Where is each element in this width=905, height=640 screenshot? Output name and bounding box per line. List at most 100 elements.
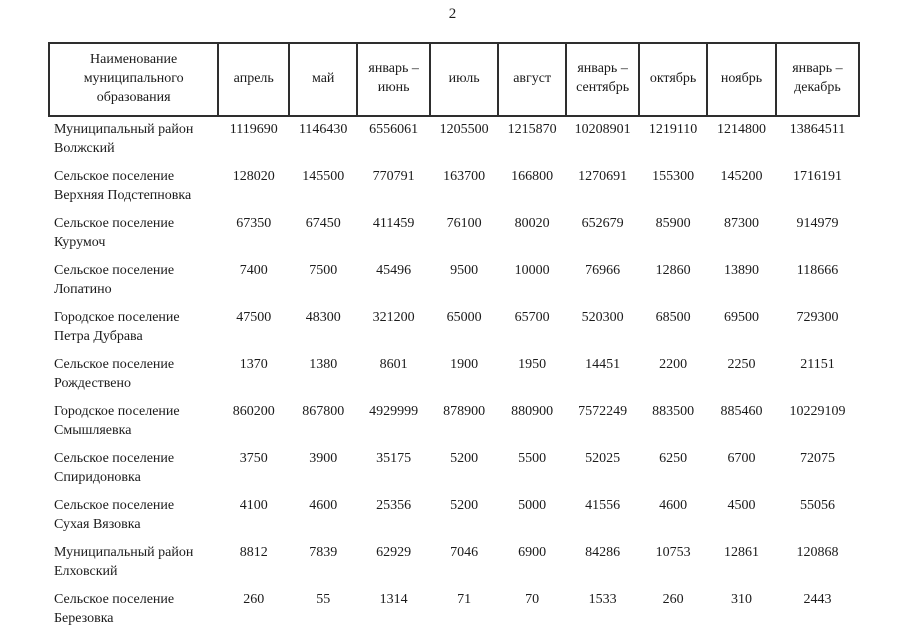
value-cell: 25356 xyxy=(376,497,412,513)
value-cell: 87300 xyxy=(724,215,759,231)
value-cell: 41556 xyxy=(585,497,621,513)
value-cell: 12861 xyxy=(724,544,759,560)
value-cell: 155300 xyxy=(652,168,695,184)
value-cell: 166800 xyxy=(511,168,554,184)
value-cell: 1716191 xyxy=(792,168,842,184)
value-cell: 2200 xyxy=(659,356,688,372)
value-cell: 55056 xyxy=(799,497,835,513)
value-cell: 72075 xyxy=(799,450,835,466)
value-cell: 411459 xyxy=(372,215,415,231)
value-cell: 7400 xyxy=(239,262,268,278)
value-cell: 260 xyxy=(243,591,265,607)
row-name-cell: Городское поселение Петра Дубрава xyxy=(54,309,180,344)
value-cell: 6556061 xyxy=(369,121,419,137)
row-name-cell: Муниципальный район Волжский xyxy=(54,121,194,156)
value-cell: 68500 xyxy=(655,309,691,325)
value-cell: 1950 xyxy=(518,356,547,372)
value-cell: 1205500 xyxy=(439,121,489,137)
value-cell: 13864511 xyxy=(789,121,846,137)
table-row: Сельское поселение Курумоч 67350 67450 4114… xyxy=(49,211,859,258)
value-cell: 62929 xyxy=(376,544,412,560)
value-cell: 1370 xyxy=(239,356,268,372)
value-cell: 145200 xyxy=(720,168,763,184)
value-cell: 12860 xyxy=(655,262,691,278)
column-header: январь – декабрь xyxy=(774,42,861,117)
table-row: Сельское поселение Рождествено 1370 1380 86… xyxy=(49,352,859,399)
value-cell: 1314 xyxy=(379,591,408,607)
value-cell: 8601 xyxy=(379,356,408,372)
value-cell: 48300 xyxy=(305,309,341,325)
table-body: Муниципальный район Волжский 1119690 11464… xyxy=(49,116,859,634)
table-row: Городское поселение Смышляевка 860200 8678… xyxy=(49,399,859,446)
value-cell: 1119690 xyxy=(229,121,278,137)
value-cell: 1215870 xyxy=(507,121,557,137)
value-cell: 6900 xyxy=(518,544,547,560)
value-cell: 69500 xyxy=(724,309,759,325)
value-cell: 67450 xyxy=(305,215,341,231)
table-row: Сельское поселение Сухая Вязовка 4100 4600… xyxy=(49,493,859,540)
value-cell: 10000 xyxy=(514,262,550,278)
value-cell: 84286 xyxy=(585,544,621,560)
column-header: август xyxy=(497,42,568,117)
value-cell: 118666 xyxy=(796,262,839,278)
value-cell: 5200 xyxy=(450,497,479,513)
value-cell: 128020 xyxy=(232,168,275,184)
column-header: ноябрь xyxy=(706,42,777,117)
value-cell: 770791 xyxy=(372,168,415,184)
column-header: октябрь xyxy=(638,42,709,117)
column-header: апрель xyxy=(217,42,291,117)
value-cell: 80020 xyxy=(514,215,550,231)
value-cell: 5500 xyxy=(518,450,547,466)
row-name-cell: Сельское поселение Курумоч xyxy=(54,215,175,250)
value-cell: 8812 xyxy=(239,544,268,560)
table-row: Муниципальный район Елховский 8812 7839 629… xyxy=(49,540,859,587)
value-cell: 10753 xyxy=(655,544,691,560)
value-cell: 3750 xyxy=(239,450,268,466)
value-cell: 1900 xyxy=(450,356,479,372)
value-cell: 878900 xyxy=(443,403,486,419)
value-cell: 1380 xyxy=(309,356,338,372)
value-cell: 883500 xyxy=(652,403,695,419)
header-row: Наименование муниципального образования а… xyxy=(47,42,861,117)
row-name-cell: Сельское поселение Березовка xyxy=(54,591,175,626)
value-cell: 9500 xyxy=(450,262,479,278)
value-cell: 10229109 xyxy=(789,403,846,419)
value-cell: 729300 xyxy=(796,309,839,325)
column-header: январь – сентябрь xyxy=(565,42,641,117)
value-cell: 2250 xyxy=(727,356,756,372)
value-cell: 880900 xyxy=(511,403,554,419)
value-cell: 10208901 xyxy=(574,121,631,137)
value-cell: 1146430 xyxy=(298,121,348,137)
value-cell: 7572249 xyxy=(578,403,628,419)
table-row: Сельское поселение Березовка 260 55 1314 71 7… xyxy=(49,587,859,634)
value-cell: 120868 xyxy=(796,544,839,560)
value-cell: 7046 xyxy=(450,544,479,560)
value-cell: 71 xyxy=(457,591,472,607)
value-cell: 65000 xyxy=(446,309,482,325)
table-row: Сельское поселение Лопатино 7400 7500 45496… xyxy=(49,258,859,305)
row-name-cell: Муниципальный район Елховский xyxy=(54,544,194,579)
table-row: Сельское поселение Верхняя Подстепновка 1… xyxy=(49,164,859,211)
value-cell: 1219110 xyxy=(648,121,698,137)
value-cell: 76966 xyxy=(585,262,621,278)
value-cell: 652679 xyxy=(581,215,624,231)
value-cell: 4100 xyxy=(239,497,268,513)
value-cell: 47500 xyxy=(236,309,272,325)
table-header: Наименование муниципального образования а… xyxy=(47,42,861,117)
value-cell: 3900 xyxy=(309,450,338,466)
value-cell: 4600 xyxy=(309,497,338,513)
row-name-cell: Сельское поселение Спиридоновка xyxy=(54,450,175,485)
value-cell: 310 xyxy=(731,591,752,607)
value-cell: 45496 xyxy=(376,262,412,278)
value-cell: 14451 xyxy=(585,356,621,372)
value-cell: 7500 xyxy=(309,262,338,278)
value-cell: 885460 xyxy=(720,403,763,419)
value-cell: 70 xyxy=(525,591,540,607)
value-cell: 6700 xyxy=(727,450,756,466)
value-cell: 85900 xyxy=(655,215,691,231)
row-name-cell: Сельское поселение Лопатино xyxy=(54,262,175,297)
row-name-cell: Сельское поселение Рождествено xyxy=(54,356,175,391)
value-cell: 65700 xyxy=(514,309,550,325)
value-cell: 1533 xyxy=(588,591,617,607)
value-cell: 5000 xyxy=(518,497,547,513)
